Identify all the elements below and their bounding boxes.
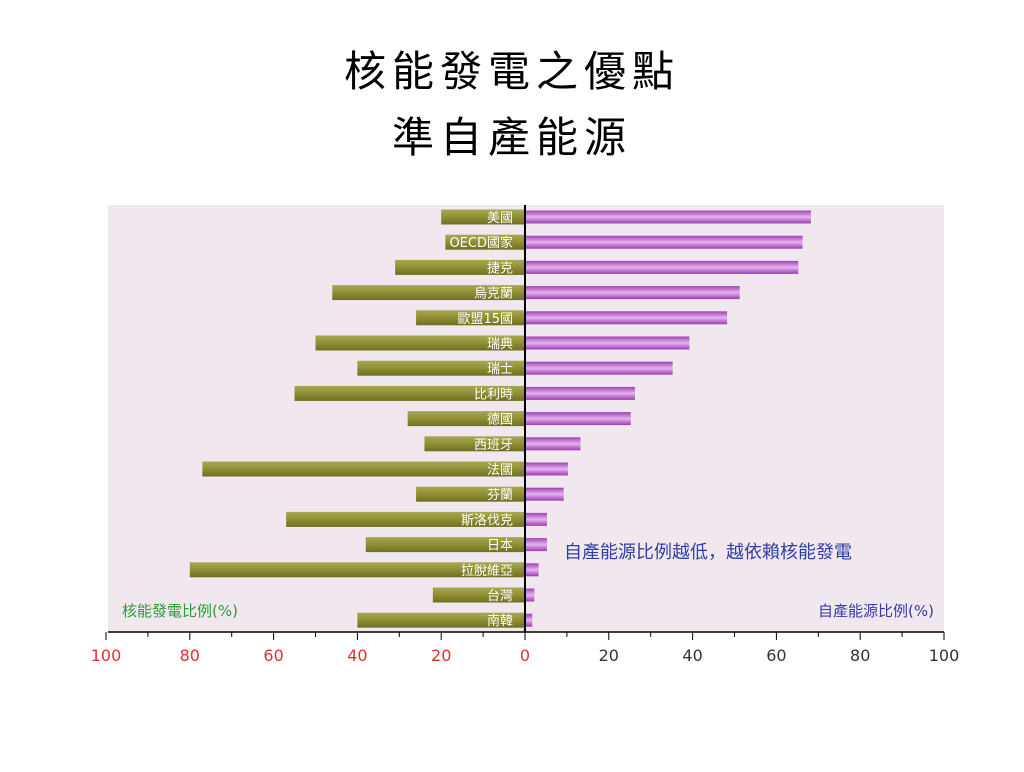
nuclear-bar — [365, 537, 525, 553]
country-label: 拉脫維亞 — [461, 564, 513, 579]
left-tick-label: 80 — [180, 646, 200, 665]
nuclear-bar — [202, 461, 525, 477]
self-sufficiency-bar — [526, 487, 564, 501]
nuclear-bar — [432, 587, 525, 603]
self-sufficiency-bar — [526, 260, 799, 274]
nuclear-bar — [357, 360, 525, 376]
self-sufficiency-bar — [526, 412, 631, 426]
legend-nuclear-share: 核能發電比例(%) — [122, 602, 238, 620]
country-label: 歐盟15國 — [457, 312, 513, 327]
country-label: 烏克蘭 — [474, 286, 513, 302]
nuclear-bar — [294, 385, 525, 401]
self-sufficiency-bars — [526, 210, 811, 627]
self-sufficiency-bar — [526, 563, 539, 577]
legend-self-sufficiency: 自產能源比例(%) — [818, 602, 934, 620]
country-label: 法國 — [487, 463, 513, 478]
self-sufficiency-bar — [526, 235, 803, 249]
nuclear-bar — [357, 612, 525, 628]
self-sufficiency-bar — [526, 386, 635, 400]
self-sufficiency-bar — [526, 512, 547, 526]
left-tick-label: 40 — [347, 646, 367, 665]
country-label: 比利時 — [474, 387, 513, 402]
right-tick-label: 20 — [599, 646, 619, 665]
self-sufficiency-bar — [526, 361, 673, 375]
self-sufficiency-bar — [526, 210, 811, 224]
self-sufficiency-bar — [526, 311, 728, 325]
country-label: 日本 — [487, 539, 513, 554]
country-label: 瑞典 — [487, 337, 513, 352]
self-sufficiency-bar — [526, 336, 690, 350]
right-tick-label: 60 — [766, 646, 786, 665]
nuclear-bar — [441, 209, 525, 225]
self-sufficiency-bar — [526, 613, 533, 627]
self-sufficiency-bar — [526, 538, 547, 552]
nuclear-bar — [286, 511, 525, 527]
nuclear-bar — [416, 486, 525, 502]
nuclear-bar — [416, 310, 525, 326]
country-label: 德國 — [487, 413, 513, 428]
country-labels: 美國 OECD國家捷克烏克蘭歐盟15國瑞典瑞士比利時德國西班牙法國芬蘭斯洛伐克日本… — [449, 211, 513, 629]
self-sufficiency-bar — [526, 437, 581, 451]
nuclear-bar — [395, 259, 525, 275]
country-label: 斯洛伐克 — [461, 513, 513, 528]
country-label: 瑞士 — [487, 362, 513, 377]
country-label: 台灣 — [487, 589, 513, 604]
left-tick-label: 100 — [91, 646, 122, 665]
country-label: 美國 — [487, 211, 513, 226]
country-label: 芬蘭 — [487, 487, 513, 503]
nuclear-bar — [332, 285, 525, 301]
right-tick-label: 100 — [929, 646, 960, 665]
left-tick-label: 0 — [520, 646, 530, 665]
right-tick-label: 40 — [682, 646, 702, 665]
country-label: 西班牙 — [474, 438, 513, 453]
country-label: 南韓 — [487, 613, 513, 629]
self-sufficiency-bar — [526, 286, 740, 300]
chart-annotation: 自產能源比例越低，越依賴核能發電 — [564, 542, 852, 563]
x-axis: 100 80 60 40 20 0 20 40 60 80 100 — [91, 631, 960, 665]
nuclear-bar — [315, 335, 525, 351]
self-sufficiency-bar — [526, 588, 535, 602]
left-tick-label: 60 — [263, 646, 283, 665]
nuclear-bar — [189, 562, 526, 578]
nuclear-bar — [445, 234, 525, 250]
nuclear-bar — [424, 436, 525, 452]
self-sufficiency-bar — [526, 462, 568, 476]
country-label: 捷克 — [487, 261, 513, 276]
left-tick-label: 20 — [431, 646, 451, 665]
country-label: OECD國家 — [449, 235, 513, 251]
right-tick-label: 80 — [850, 646, 870, 665]
nuclear-share-bars — [189, 209, 526, 628]
nuclear-bar — [407, 411, 525, 427]
slide-title-line2: 準自產能源 — [391, 113, 632, 162]
slide-title-line1: 核能發電之優點 — [343, 47, 680, 96]
